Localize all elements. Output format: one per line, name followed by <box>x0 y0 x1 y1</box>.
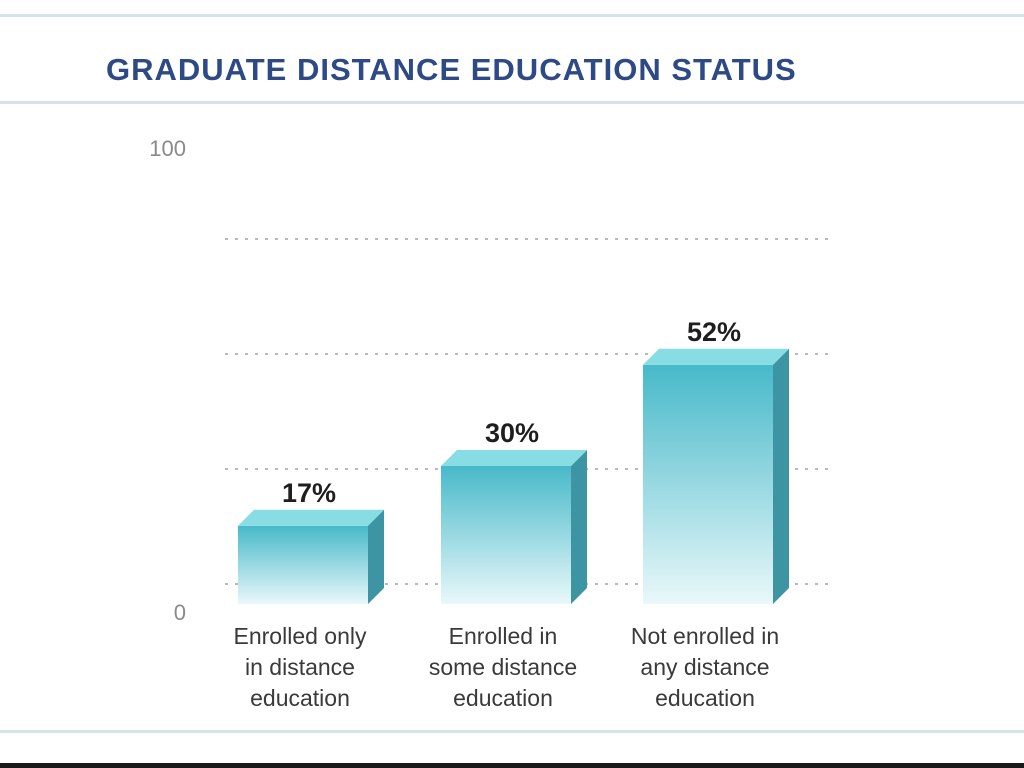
chart-title: GRADUATE DISTANCE EDUCATION STATUS <box>106 52 797 87</box>
bar-front <box>238 525 368 604</box>
frame-border <box>0 763 1024 768</box>
bar-front <box>643 364 773 604</box>
bars: 17% 30% 52% <box>238 317 789 604</box>
x-tick-label: Enrolled in some distance education <box>429 623 577 711</box>
category-labels: Enrolled only in distance education Enrolle… <box>234 623 780 711</box>
bar-side <box>571 450 587 604</box>
bar-top <box>643 348 789 365</box>
x-tick-label: Not enrolled in any distance education <box>631 623 779 711</box>
y-tick-label: 100 <box>149 136 186 161</box>
bar-top <box>238 509 384 526</box>
data-label: 52% <box>687 317 741 347</box>
top-divider <box>0 14 1024 17</box>
data-label: 17% <box>282 478 336 508</box>
bar-top <box>441 450 587 466</box>
data-label: 30% <box>485 418 539 448</box>
title-divider <box>0 101 1024 104</box>
x-tick-label: Enrolled only in distance education <box>234 623 367 711</box>
y-tick-label: 0 <box>174 600 186 625</box>
bottom-divider <box>0 730 1024 733</box>
bar <box>441 450 587 604</box>
bar <box>643 348 789 604</box>
bar <box>238 509 384 604</box>
bar-front <box>441 466 571 604</box>
bar-side <box>368 509 384 604</box>
bar-side <box>773 348 789 604</box>
y-axis: 100 0 <box>149 136 186 625</box>
